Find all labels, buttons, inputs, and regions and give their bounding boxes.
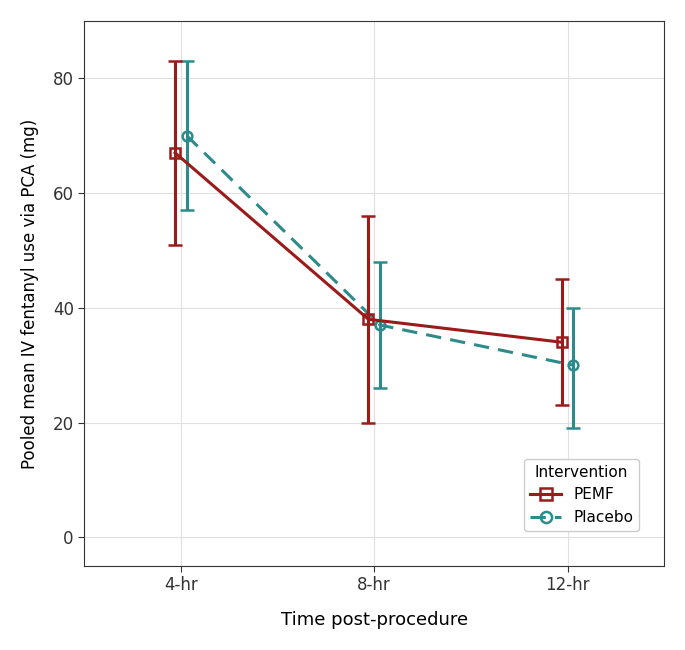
X-axis label: Time post-procedure: Time post-procedure	[281, 611, 468, 629]
Legend: PEMF, Placebo: PEMF, Placebo	[524, 459, 639, 531]
Y-axis label: Pooled mean IV fentanyl use via PCA (mg): Pooled mean IV fentanyl use via PCA (mg)	[21, 118, 39, 469]
